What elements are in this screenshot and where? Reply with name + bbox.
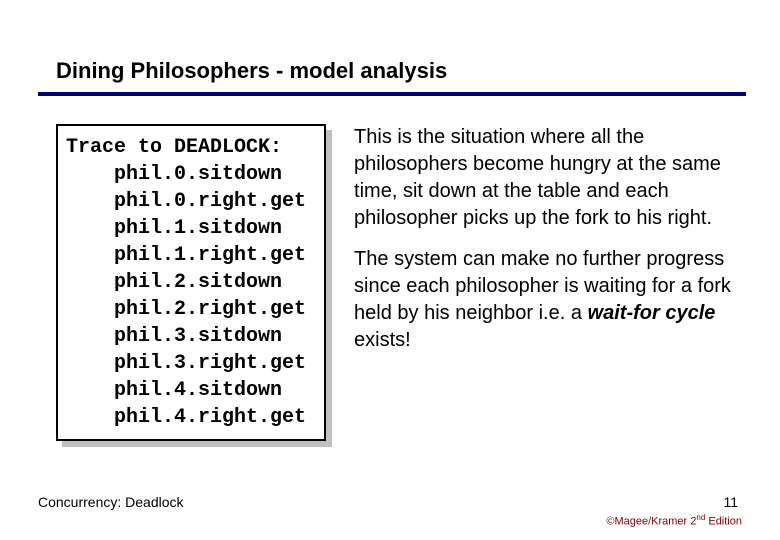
footer-left: Concurrency: Deadlock: [38, 494, 184, 510]
trace-line: phil.2.right.get: [114, 298, 306, 321]
slide-title: Dining Philosophers - model analysis: [0, 0, 780, 92]
explanation-column: This is the situation where all the phil…: [354, 124, 744, 441]
edition-ordinal: nd: [696, 513, 705, 522]
trace-line: phil.1.right.get: [114, 244, 306, 267]
trace-line: phil.2.sitdown: [114, 271, 282, 294]
trace-header: Trace to DEADLOCK:: [66, 136, 282, 159]
edition-prefix: ©Magee/Kramer: [606, 516, 690, 528]
explanation-p2: The system can make no further progress …: [354, 246, 744, 354]
trace-line: phil.3.right.get: [114, 352, 306, 375]
trace-line: phil.4.sitdown: [114, 379, 282, 402]
trace-line: phil.0.right.get: [114, 190, 306, 213]
trace-box-container: Trace to DEADLOCK: phil.0.sitdown phil.0…: [56, 124, 326, 441]
wait-for-cycle-emph: wait-for cycle: [588, 302, 716, 324]
trace-line: phil.3.sitdown: [114, 325, 282, 348]
trace-box: Trace to DEADLOCK: phil.0.sitdown phil.0…: [56, 124, 326, 441]
trace-line: phil.4.right.get: [114, 406, 306, 429]
trace-line: phil.1.sitdown: [114, 217, 282, 240]
p2-after: exists!: [354, 329, 411, 351]
footer-page-number: 11: [723, 494, 738, 510]
edition-suffix: Edition: [705, 516, 742, 528]
trace-line: phil.0.sitdown: [114, 163, 282, 186]
content-area: Trace to DEADLOCK: phil.0.sitdown phil.0…: [0, 96, 780, 441]
explanation-p1: This is the situation where all the phil…: [354, 124, 744, 232]
footer-edition: ©Magee/Kramer 2nd Edition: [606, 513, 742, 528]
